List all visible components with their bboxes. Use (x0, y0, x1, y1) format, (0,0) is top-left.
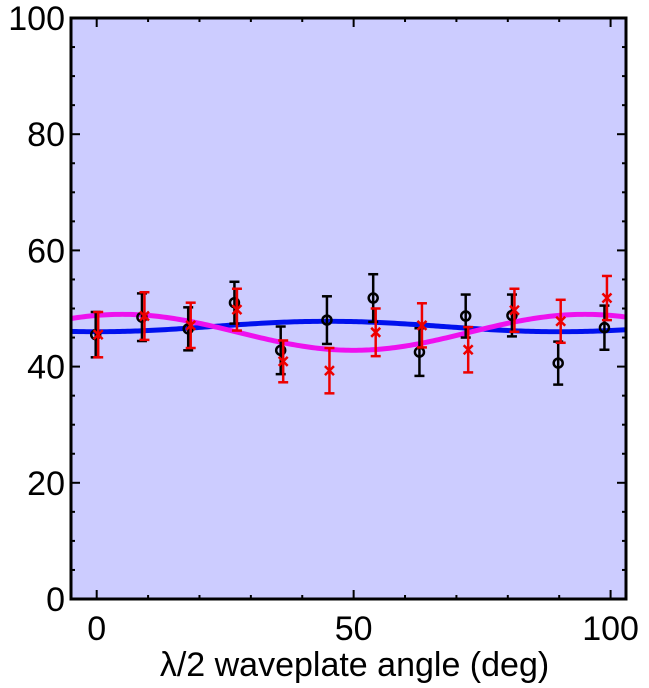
x-marker-stroke (139, 310, 150, 322)
x-tick-label: 0 (87, 610, 106, 648)
circle-marker (321, 314, 333, 326)
tick-labels: 0 20 40 60 80 100 0 50 100 (8, 0, 639, 648)
red-data-point (139, 290, 150, 342)
black-data-point (274, 325, 287, 376)
circle-marker (89, 328, 102, 341)
red-data-point (92, 310, 104, 359)
red-data-point (555, 298, 567, 345)
x-marker-stroke (92, 329, 104, 341)
circle-marker (506, 309, 518, 322)
x-marker-stroke (416, 319, 428, 331)
red-data-point (185, 301, 197, 350)
red-data-point (509, 287, 520, 333)
axis-ticks (71, 17, 626, 600)
x-marker-stroke (370, 326, 382, 338)
y-tick-label: 80 (27, 116, 65, 154)
red-data-point (370, 307, 382, 358)
y-tick-label: 40 (27, 349, 65, 387)
x-marker-stroke (277, 355, 289, 367)
x-marker-stroke (509, 304, 520, 316)
x-marker-stroke (601, 292, 613, 304)
y-tick-label: 60 (27, 232, 65, 270)
x-marker-stroke (462, 344, 474, 356)
red-data-point (416, 302, 428, 349)
circle-marker (367, 292, 379, 304)
y-tick-label: 0 (46, 581, 65, 619)
circle-marker (598, 321, 611, 334)
x-marker-stroke (185, 319, 197, 331)
circle-marker (459, 310, 472, 322)
circle-marker (274, 344, 287, 357)
plot-background (71, 18, 626, 599)
data-points (89, 272, 613, 395)
x-tick-label: 100 (582, 610, 639, 648)
black-data-point (321, 295, 333, 346)
red-data-point (462, 325, 474, 374)
circle-marker (552, 357, 564, 369)
red-data-point (231, 287, 243, 332)
x-tick-label: 50 (335, 610, 373, 648)
fit-curves (71, 314, 626, 350)
x-marker-stroke (231, 304, 243, 316)
blue-fit-curve (71, 321, 626, 331)
black-data-point (367, 272, 379, 324)
red-data-point (601, 274, 613, 322)
magenta-fit-curve (71, 314, 626, 350)
x-marker-stroke (324, 365, 335, 377)
red-data-point (277, 339, 289, 384)
y-tick-label: 100 (8, 0, 65, 38)
black-data-point (598, 304, 611, 352)
x-marker-stroke (555, 315, 567, 327)
y-tick-label: 20 (27, 465, 65, 503)
red-data-point (324, 346, 335, 395)
x-axis-label: λ/2 waveplate angle (deg) (160, 646, 549, 684)
